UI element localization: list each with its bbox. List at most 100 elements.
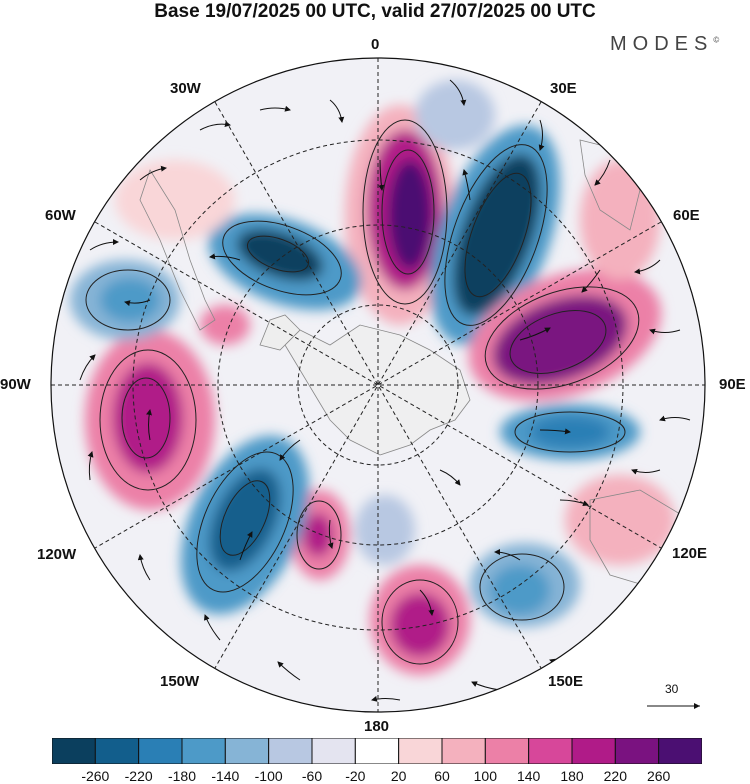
contour-lines xyxy=(85,119,640,665)
colorbar-swatch xyxy=(398,738,443,764)
vector-scale-arrow xyxy=(647,703,700,709)
anomaly-negative-130w-core xyxy=(209,468,281,572)
colorbar-tick-label: 140 xyxy=(516,768,541,784)
anomaly-negative-75w-core xyxy=(100,278,160,322)
contour-10e-1 xyxy=(362,119,448,305)
map-title: Base 19/07/2025 00 UTC, valid 27/07/2025… xyxy=(154,1,596,22)
lon-label-60w: 60W xyxy=(45,207,76,224)
colorbar-swatch xyxy=(94,738,140,764)
colorbar-swatch xyxy=(658,738,702,764)
wind-arrow xyxy=(594,159,611,186)
anomaly-negative-45w-core xyxy=(237,229,323,281)
colorbar-swatch xyxy=(52,738,96,764)
colorbar-tick-label: 100 xyxy=(473,768,498,784)
wind-arrow xyxy=(439,469,461,486)
lon-label-150w: 150W xyxy=(160,673,200,690)
meridian-60w-120e xyxy=(94,221,662,549)
wind-arrow xyxy=(146,409,152,441)
contour-45w-1 xyxy=(222,220,342,296)
meridian-30w-150e xyxy=(214,101,542,669)
colorbar-tick-label: -60 xyxy=(301,768,323,784)
anomaly-positive-150w-core xyxy=(303,513,333,557)
colorbar-swatch xyxy=(138,738,183,764)
colorbar-tick-label: 20 xyxy=(390,768,407,784)
wind-arrow xyxy=(378,159,385,191)
wind-arrow xyxy=(519,327,551,341)
contour-75e-2 xyxy=(509,310,607,374)
wind-arrow xyxy=(449,79,467,106)
wind-arrow xyxy=(199,121,231,131)
anomaly-positive-100w-core xyxy=(113,363,183,473)
wind-arrow xyxy=(137,554,151,581)
wind-arrow xyxy=(581,269,601,293)
map-border xyxy=(50,57,706,713)
lon-label-0: 0 xyxy=(371,36,380,53)
contour-40e-2 xyxy=(464,172,532,298)
wind-arrow xyxy=(631,468,661,475)
wind-arrow xyxy=(538,119,545,151)
wind-arrow xyxy=(659,415,691,422)
lon-label-30e: 30E xyxy=(550,80,577,97)
anomaly-positive-75e-core xyxy=(492,295,628,385)
wind-arrow xyxy=(277,661,301,681)
colorbar-tick-label: 180 xyxy=(560,768,584,784)
anomaly-negative-40e-core xyxy=(453,154,541,316)
colorbar-tick-label: -220 xyxy=(124,768,153,784)
anomaly-negative-130e-core xyxy=(490,565,550,615)
brand-mark: © xyxy=(713,35,720,45)
contour-75e-1 xyxy=(484,286,640,390)
contour-150w xyxy=(296,500,342,570)
colorbar xyxy=(52,738,702,764)
wind-arrow xyxy=(79,354,96,381)
colorbar-swatch xyxy=(311,738,356,764)
anomaly-weak-negative-170w xyxy=(355,495,415,565)
colorbar-tick-label: 60 xyxy=(434,768,450,784)
wind-arrow xyxy=(559,499,589,507)
contour-100w-1 xyxy=(99,349,197,491)
anomaly-positive-165e-core xyxy=(390,593,450,657)
wind-arrow xyxy=(239,531,253,561)
lon-label-30w: 30W xyxy=(170,80,201,97)
lon-label-120e: 120E xyxy=(672,545,708,562)
colorbar-tick-label: -180 xyxy=(167,768,197,784)
contour-130w-2 xyxy=(219,480,271,556)
wind-arrow xyxy=(371,695,401,702)
contour-130w-1 xyxy=(196,451,294,593)
colorbar-swatch xyxy=(268,738,313,764)
lon-label-180: 180 xyxy=(364,718,390,735)
wind-arrow xyxy=(259,105,291,112)
wind-arrow xyxy=(327,519,334,549)
meridian-30e-150w xyxy=(214,101,542,669)
contour-100e xyxy=(514,411,626,453)
contour-130e xyxy=(479,553,565,621)
lon-label-90w: 90W xyxy=(0,376,31,393)
colorbar-swatch xyxy=(614,738,660,764)
brand-logo: MODES© xyxy=(610,33,719,56)
colorbar-swatch xyxy=(354,738,400,764)
vector-scale-label: 30 xyxy=(665,682,679,696)
contour-10e-2 xyxy=(381,149,435,275)
lon-label-60e: 60E xyxy=(673,207,700,224)
wind-arrow xyxy=(87,451,94,481)
colorbar-tick-label: -20 xyxy=(345,768,366,784)
contour-100w-2 xyxy=(121,377,171,459)
wind-arrow xyxy=(419,589,435,616)
anomaly-positive-10e-max xyxy=(388,160,432,270)
colorbar-swatch xyxy=(181,738,226,764)
lon-label-90e: 90E xyxy=(719,376,746,393)
colorbar-swatch xyxy=(484,738,530,764)
latitude-circle-3 xyxy=(132,139,624,631)
wind-arrow xyxy=(203,614,221,641)
colorbar-swatch xyxy=(571,738,616,764)
wind-arrow xyxy=(494,549,521,561)
colorbar-swatch xyxy=(224,738,270,764)
colorbar-tick-label: -260 xyxy=(81,768,110,784)
wind-arrow xyxy=(634,259,661,275)
colorbar-tick-label: -100 xyxy=(254,768,283,784)
wind-arrow xyxy=(614,619,641,635)
contour-40e-1 xyxy=(444,144,548,326)
map-disk xyxy=(51,58,705,712)
wind-arrow xyxy=(209,253,241,261)
lon-label-150e: 150E xyxy=(548,673,584,690)
wind-arrow xyxy=(329,99,345,123)
